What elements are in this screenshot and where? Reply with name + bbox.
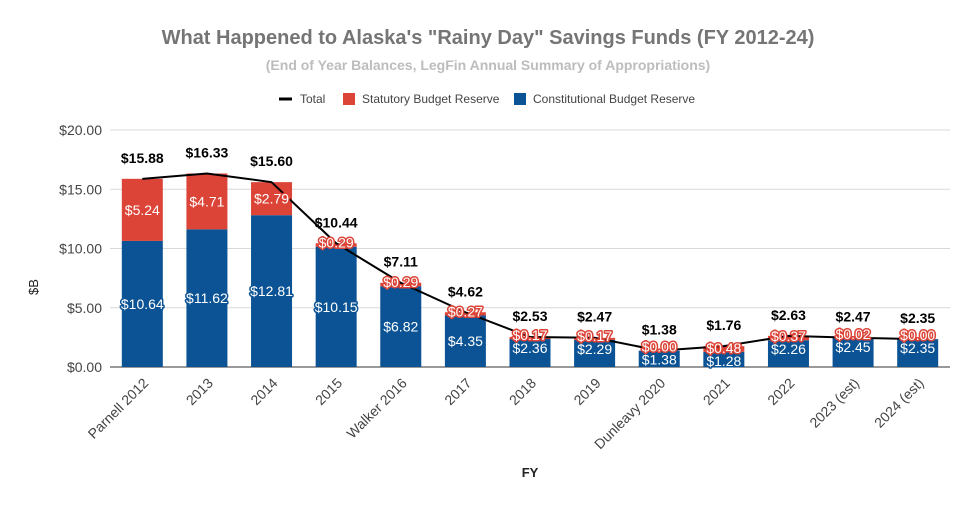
data-label-statutory: $0.48 [706,340,741,356]
bar-constitutional [767,340,809,367]
total-series-line [142,172,918,352]
data-label-total: $2.53 [512,308,547,324]
bar-statutory [315,243,357,247]
bar-constitutional [638,350,680,367]
gridlines [110,129,950,368]
data-label-constitutional: $2.35 [900,340,935,356]
chart-subtitle: (End of Year Balances, LegFin Annual Sum… [266,57,710,73]
legend: Total Statutory Budget Reserve Constitut… [279,92,695,106]
total-line [142,172,918,352]
data-label-statutory: $0.27 [448,303,483,319]
x-tick-label: 2023 (est) [806,375,862,431]
x-tick-label: Walker 2016 [343,375,410,442]
data-label-constitutional: $11.62 [186,290,228,306]
segment-labels: $10.64 $5.24 $11.62 $4.71 $12.81 $2.79 $10.15 $… [119,189,937,370]
data-label-statutory: $5.24 [125,202,160,218]
data-label-constitutional: $6.82 [383,319,418,335]
total-labels: $15.88 $16.33 $15.60 $10.44 $7.11 $4.62 $2.53 $… [121,144,936,337]
data-label-total: $1.38 [642,322,677,338]
bar-statutory [703,346,745,352]
bar-constitutional [574,339,616,367]
data-label-statutory: $0.02 [836,326,871,342]
data-label-total: $7.11 [384,254,418,270]
bar-constitutional [897,339,939,367]
x-tick-label: 2022 [764,375,797,408]
data-label-total: $15.60 [250,153,293,169]
y-axis-ticks: $0.00 $5.00 $10.00 $15.00 $20.00 [59,122,102,375]
data-label-total: $2.47 [577,309,612,325]
y-tick-label: $10.00 [59,241,102,257]
x-tick-label: 2015 [312,375,345,408]
data-label-constitutional: $1.28 [706,353,741,369]
data-label-total: $15.88 [121,150,164,166]
bars [121,173,939,367]
y-tick-label: $15.00 [59,181,102,197]
bar-statutory [380,282,422,287]
x-tick-label: 2021 [700,375,733,408]
data-label-statutory: $0.29 [383,274,418,290]
data-label-statutory: $0.29 [319,235,354,251]
data-label-total: $1.76 [706,317,741,333]
x-tick-label: 2018 [506,375,539,408]
legend-label-constitutional: Constitutional Budget Reserve [533,92,695,106]
data-label-statutory: $0.17 [512,327,547,343]
bar-constitutional [380,286,422,367]
x-tick-label: 2014 [247,375,280,408]
data-label-constitutional: $2.45 [836,339,871,355]
data-label-total: $2.63 [771,307,806,323]
bar-constitutional [832,337,874,367]
data-label-statutory: $0.00 [900,327,935,343]
data-label-constitutional: $12.81 [250,283,293,299]
y-tick-label: $20.00 [59,122,102,138]
bar-statutory [574,337,616,340]
data-label-statutory: $4.71 [189,193,224,209]
data-label-constitutional: $2.29 [577,341,612,357]
x-tick-label: 2017 [441,375,474,408]
data-label-constitutional: $1.38 [642,352,677,368]
legend-swatch-constitutional [514,93,526,105]
data-label-constitutional: $2.26 [771,341,806,357]
x-tick-label: Parnell 2012 [85,375,152,442]
bar-constitutional [251,215,293,367]
bar-constitutional [703,351,745,367]
bar-statutory [186,173,228,230]
x-tick-label: 2024 (est) [871,375,927,431]
bar-statutory [251,182,293,216]
data-label-constitutional: $10.15 [315,299,358,315]
bar-statutory [767,335,809,341]
legend-label-total: Total [300,92,325,106]
data-label-total: $2.35 [900,310,935,326]
y-axis-title: $B [26,279,41,295]
data-label-total: $10.44 [315,214,358,230]
bar-constitutional [186,229,228,367]
y-tick-label: $5.00 [67,300,102,316]
data-label-constitutional: $4.35 [448,333,483,349]
data-label-total: $16.33 [186,144,229,160]
data-label-statutory: $0.00 [642,339,677,355]
x-axis-title: FY [522,465,539,480]
bar-statutory [121,178,163,241]
data-label-constitutional: $10.64 [121,296,164,312]
y-tick-label: $0.00 [67,359,102,375]
bar-constitutional [509,339,551,367]
legend-swatch-statutory [343,93,355,105]
data-label-total: $4.62 [448,283,483,299]
x-tick-label: 2013 [183,375,216,408]
data-label-statutory: $2.79 [254,191,289,207]
bar-statutory [509,337,551,340]
bar-constitutional [444,315,486,367]
bar-constitutional [315,246,357,367]
bar-statutory [444,312,486,316]
data-label-total: $2.47 [836,309,871,325]
chart-title: What Happened to Alaska's "Rainy Day" Sa… [162,27,815,49]
data-label-constitutional: $2.36 [512,340,547,356]
x-tick-label: 2019 [570,375,603,408]
legend-label-statutory: Statutory Budget Reserve [362,92,500,106]
data-label-statutory: $0.37 [771,328,806,344]
bar-constitutional [121,240,163,367]
data-label-statutory: $0.17 [577,328,612,344]
